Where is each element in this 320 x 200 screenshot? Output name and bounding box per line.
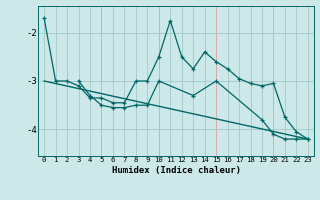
X-axis label: Humidex (Indice chaleur): Humidex (Indice chaleur) [111, 166, 241, 175]
